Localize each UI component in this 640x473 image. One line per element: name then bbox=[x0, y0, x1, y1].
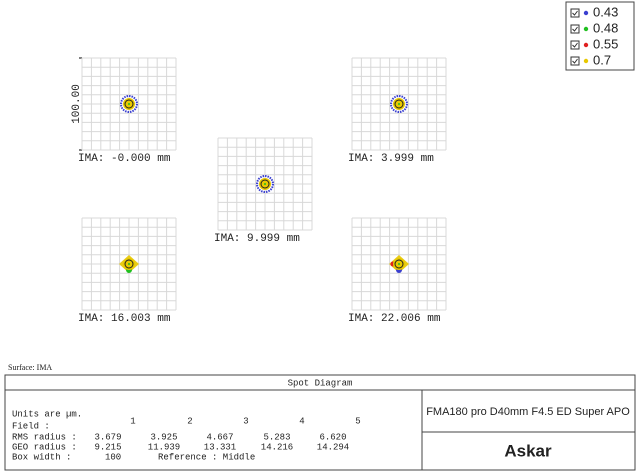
airy-disk bbox=[260, 179, 270, 189]
field-label: IMA: 3.999 mm bbox=[348, 153, 434, 165]
row-value: 9.215 bbox=[94, 442, 121, 452]
field-label: Field : bbox=[12, 421, 50, 431]
legend-check bbox=[572, 58, 578, 64]
row-label: RMS radius : bbox=[12, 432, 77, 442]
legend-checkbox bbox=[570, 8, 580, 18]
row-value: 14.216 bbox=[261, 442, 293, 452]
chief-ray bbox=[398, 263, 400, 265]
row-value: 6.620 bbox=[319, 432, 346, 442]
legend-label: 0.43 bbox=[593, 4, 618, 19]
spot-ring bbox=[120, 95, 138, 113]
row-value: 4.667 bbox=[206, 432, 233, 442]
legend-label: 0.55 bbox=[593, 36, 618, 51]
legend-marker bbox=[583, 10, 589, 16]
spot-ring bbox=[256, 175, 274, 193]
field-label: IMA: 9.999 mm bbox=[214, 233, 300, 245]
legend-marker bbox=[583, 42, 589, 48]
field-label: IMA: 22.006 mm bbox=[348, 313, 441, 325]
legend-label: 0.7 bbox=[593, 52, 611, 67]
row-label: GEO radius : bbox=[12, 442, 77, 452]
reference-text: Reference : Middle bbox=[158, 452, 255, 462]
scale-label: 100.00 bbox=[71, 84, 83, 124]
units-text: Units are µm. bbox=[12, 409, 82, 419]
field-number: 2 bbox=[187, 416, 192, 426]
brand-logo: Askar bbox=[504, 441, 552, 460]
row-value: 11.939 bbox=[148, 442, 180, 452]
chief-ray bbox=[128, 263, 130, 265]
field-number: 4 bbox=[299, 416, 304, 426]
box-width-value: 100 bbox=[105, 452, 121, 462]
field-label: IMA: -0.000 mm bbox=[78, 153, 171, 165]
field-number: 1 bbox=[130, 416, 135, 426]
legend-check bbox=[572, 26, 578, 32]
airy-disk bbox=[124, 99, 134, 109]
chief-ray bbox=[398, 103, 400, 105]
row-value: 13.331 bbox=[204, 442, 236, 452]
box-width-label: Box width : bbox=[12, 452, 71, 462]
lens-name: FMA180 pro D40mm F4.5 ED Super APO bbox=[426, 406, 630, 418]
legend-marker bbox=[583, 26, 589, 32]
legend-check bbox=[572, 10, 578, 16]
legend-checkbox bbox=[570, 40, 580, 50]
airy-disk bbox=[124, 259, 134, 269]
surface-label: Surface: IMA bbox=[8, 363, 52, 372]
row-value: 14.294 bbox=[317, 442, 349, 452]
field-number: 5 bbox=[355, 416, 360, 426]
legend-label: 0.48 bbox=[593, 20, 618, 35]
airy-disk bbox=[394, 259, 404, 269]
row-value: 3.679 bbox=[94, 432, 121, 442]
row-value: 5.283 bbox=[263, 432, 290, 442]
info-panel bbox=[4, 374, 636, 471]
legend-checkbox bbox=[570, 56, 580, 66]
chief-ray bbox=[128, 103, 130, 105]
airy-disk bbox=[394, 99, 404, 109]
legend-checkbox bbox=[570, 24, 580, 34]
chief-ray bbox=[264, 183, 266, 185]
field-number: 3 bbox=[243, 416, 248, 426]
legend-marker bbox=[583, 58, 589, 64]
row-value: 3.925 bbox=[150, 432, 177, 442]
spot-ring bbox=[390, 95, 408, 113]
legend-check bbox=[572, 42, 578, 48]
panel-title: Spot Diagram bbox=[288, 378, 353, 388]
field-label: IMA: 16.003 mm bbox=[78, 313, 171, 325]
